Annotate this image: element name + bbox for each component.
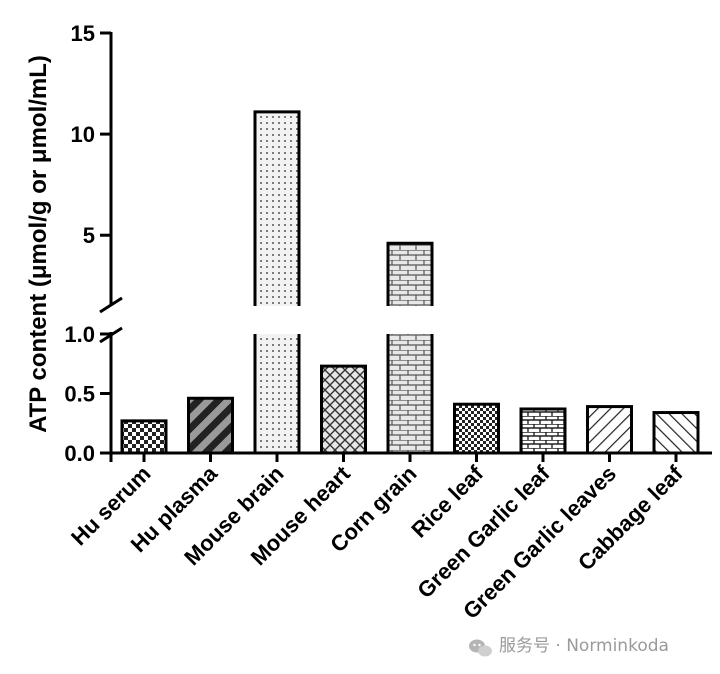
- axis-break-mark-upper: [99, 296, 123, 314]
- y-axis-label: ATP content (μmol/g or μmol/mL): [25, 55, 52, 433]
- wechat-icon: [469, 639, 492, 657]
- bar-mouse-heart: [320, 364, 367, 455]
- bar-rice-leaf: [453, 402, 500, 455]
- y-tick-label: 15: [71, 21, 95, 46]
- bar-hu-serum: [120, 419, 168, 455]
- y-tick-label: 0.5: [64, 382, 95, 407]
- watermark-text: 服务号 · Norminkoda: [499, 636, 669, 656]
- y-tick-label: 0.0: [64, 441, 95, 466]
- y-tick-label: 5: [83, 223, 95, 248]
- bars-group: [120, 110, 700, 455]
- y-tick-label: 10: [71, 122, 95, 147]
- bar-hu-plasma: [187, 396, 234, 455]
- y-tick-label: 1.0: [64, 322, 95, 347]
- bar-mouse-brain: [253, 110, 301, 455]
- bar-green-garlic-leaf: [519, 407, 567, 455]
- bar-cabbage-leaf: [652, 411, 700, 455]
- watermark: 服务号 · Norminkoda: [469, 636, 669, 657]
- bar-corn-grain: [386, 241, 434, 455]
- y-axis: 0.0 0.5 1.0 5 10 15: [64, 21, 712, 466]
- bar-green-garlic-leaves: [586, 405, 633, 455]
